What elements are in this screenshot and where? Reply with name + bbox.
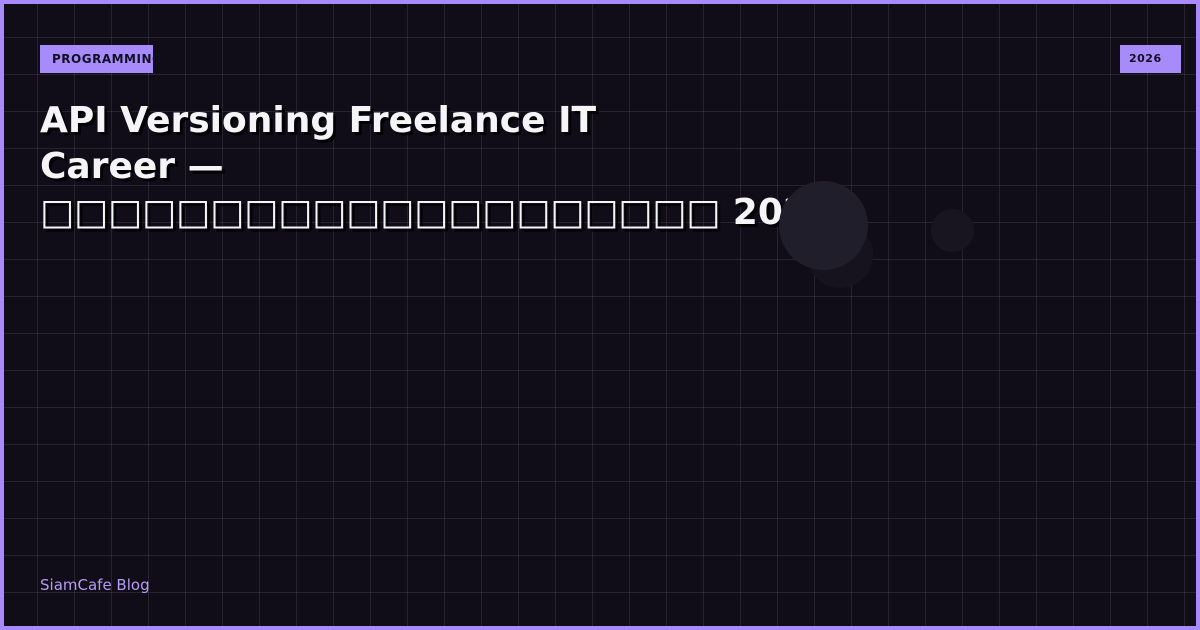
title-line-2: Career — □□□□□□□□□□□□□□□□□□□□ 2026: [40, 146, 834, 233]
category-tag: PROGRAMMING: [40, 45, 162, 73]
page-title: API Versioning Freelance IT Career — □□□…: [40, 98, 840, 236]
year-tag: 2026: [1120, 45, 1181, 73]
category-tag-label: PROGRAMMING: [52, 52, 163, 66]
og-card: PROGRAMMING 2026 API Versioning Freelanc…: [4, 4, 1196, 626]
decorative-circle-large: [779, 181, 868, 270]
title-line-1: API Versioning Freelance IT: [40, 100, 597, 141]
footer-brand: SiamCafe Blog: [40, 576, 150, 594]
decorative-circle-small: [931, 209, 974, 252]
